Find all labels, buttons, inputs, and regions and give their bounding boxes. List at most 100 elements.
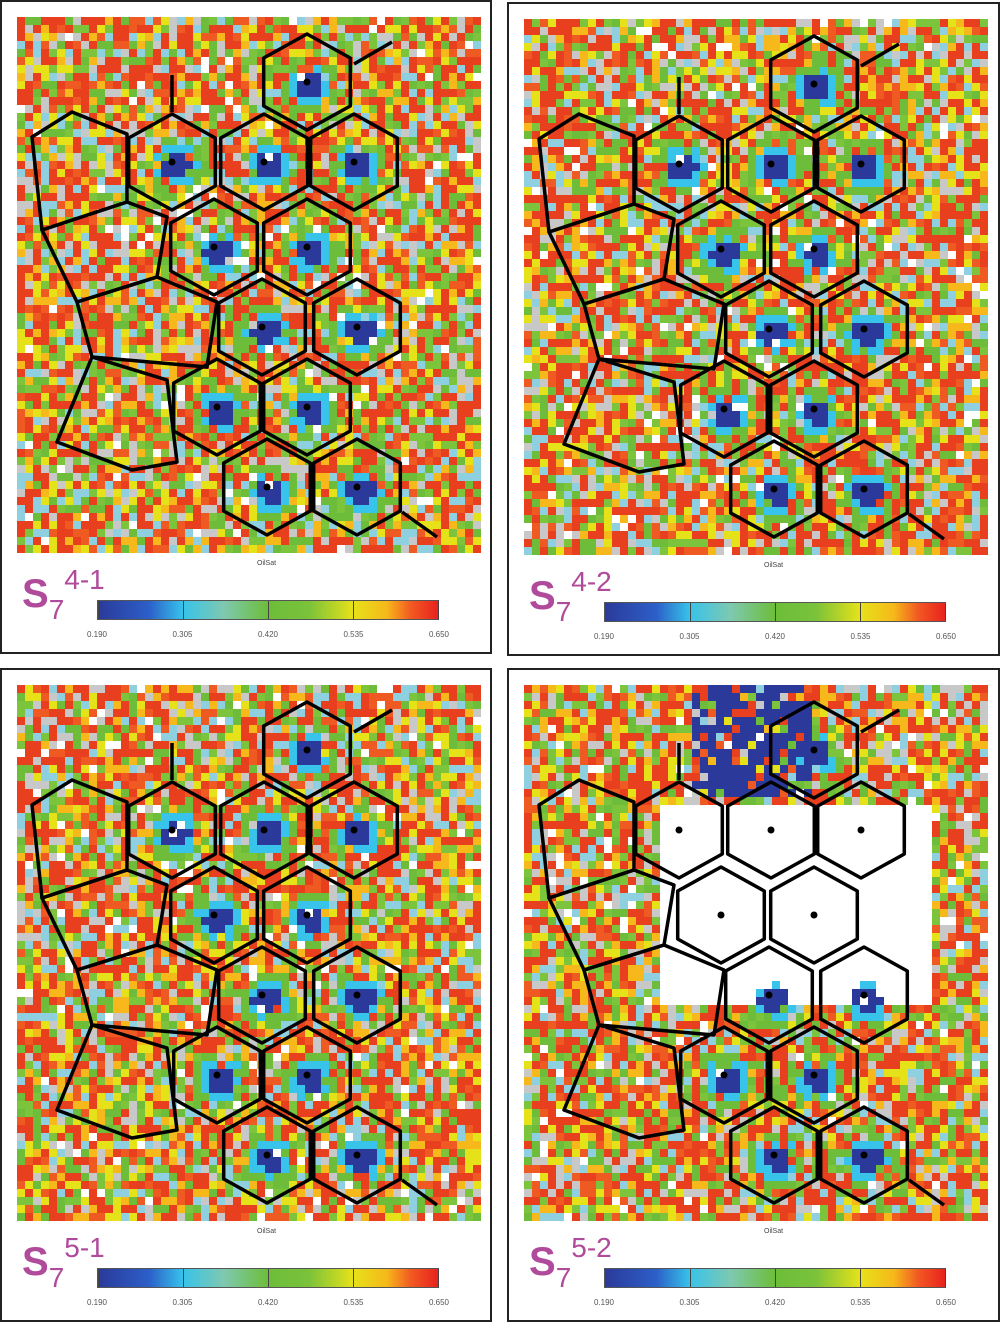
well-marker [169,827,176,834]
well-marker [211,244,218,251]
colorbar-tick-label: 0.650 [936,1298,956,1307]
colorbar-tick-label: 0.305 [172,1298,192,1307]
label-superscript: 4-1 [64,564,104,595]
well-marker [858,161,865,168]
well-marker [771,1152,778,1159]
colorbar-tick-label: 0.305 [679,632,699,641]
well-marker [768,827,775,834]
well-marker [354,1152,361,1159]
well-marker [354,992,361,999]
label-main: S [529,1240,556,1284]
well-marker [304,1072,311,1079]
well-marker [259,324,266,331]
well-marker [811,1072,818,1079]
well-marker [771,486,778,493]
well-marker [261,159,268,166]
well-marker [768,161,775,168]
well-marker [766,326,773,333]
colorbar-tick-label: 0.190 [594,632,614,641]
colorbar-tick [605,1269,606,1287]
colorbar-tick [438,601,439,619]
colorbar-tick-label: 0.190 [87,630,107,639]
well-marker [304,79,311,86]
well-marker [169,159,176,166]
well-marker [261,827,268,834]
colorbar-tick [690,1269,691,1287]
colorbar-tick-label: 0.420 [765,1298,785,1307]
label-subscript: 7 [49,1262,65,1293]
label-main: S [22,572,49,616]
colorbar-tick [98,1269,99,1287]
colorbar-tick [183,601,184,619]
colorbar-tick [438,1269,439,1287]
colorbar-tick-label: 0.305 [172,630,192,639]
label-main: S [22,1240,49,1284]
colorbar-tick [775,603,776,621]
well-marker [211,912,218,919]
label-subscript: 7 [49,594,65,625]
colorbar-tick [183,1269,184,1287]
well-marker [718,912,725,919]
well-marker [676,827,683,834]
colorbar-tick [268,601,269,619]
colorbar-tick-label: 0.190 [594,1298,614,1307]
well-marker [811,406,818,413]
colorbar-tick [353,1269,354,1287]
well-marker [259,992,266,999]
well-marker [264,484,271,491]
label-superscript: 5-2 [571,1232,611,1263]
colorbar-tick [775,1269,776,1287]
well-marker [304,404,311,411]
colorbar-tick [860,1269,861,1287]
panel-label: S75-2 [529,1242,612,1282]
colorbar [604,602,946,622]
well-marker [861,1152,868,1159]
colorbar-tick-label: 0.420 [765,632,785,641]
well-marker [811,912,818,919]
well-marker [304,912,311,919]
colorbar-tick-label: 0.305 [679,1298,699,1307]
well-marker [811,747,818,754]
colorbar-tick-label: 0.650 [936,632,956,641]
colorbar-tick-label: 0.650 [429,1298,449,1307]
label-superscript: 4-2 [571,566,611,597]
colorbar-tick-label: 0.190 [87,1298,107,1307]
colorbar [97,600,439,620]
colorbar-tick-label: 0.420 [258,1298,278,1307]
panel-label: S75-1 [22,1242,105,1282]
colorbar-tick [605,603,606,621]
well-marker [861,326,868,333]
colorbar-tick [860,603,861,621]
label-subscript: 7 [556,596,572,627]
panel-label: S74-2 [529,576,612,616]
colorbar-tick-label: 0.650 [429,630,449,639]
colorbar-tick [945,603,946,621]
well-marker [304,747,311,754]
colorbar-tick [945,1269,946,1287]
oil-saturation-heatmap [2,670,494,1324]
well-marker [214,404,221,411]
panel-label: S74-1 [22,574,105,614]
well-marker [351,827,358,834]
colorbar-title: OilSat [764,562,783,569]
map-panel-2: OilSat S74-2 0.190 0.305 0.420 0.535 0.650 [507,2,1000,656]
colorbar-tick-label: 0.535 [343,1298,363,1307]
well-marker [858,827,865,834]
colorbar-tick-label: 0.535 [850,632,870,641]
well-marker [766,992,773,999]
colorbar-title: OilSat [257,560,276,567]
colorbar [97,1268,439,1288]
well-marker [214,1072,221,1079]
oil-saturation-heatmap [2,2,494,656]
colorbar-tick [268,1269,269,1287]
well-marker [721,1072,728,1079]
colorbar-tick-label: 0.535 [343,630,363,639]
well-marker [676,161,683,168]
well-marker [861,486,868,493]
well-marker [718,246,725,253]
label-subscript: 7 [556,1262,572,1293]
well-marker [811,81,818,88]
